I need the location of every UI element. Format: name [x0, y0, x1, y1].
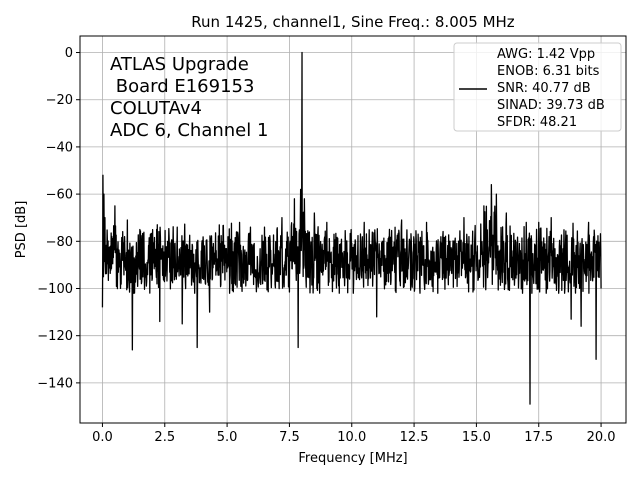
legend-awg: AWG: 1.42 Vpp [497, 47, 595, 62]
legend-box [453, 42, 622, 132]
x-axis-label: Frequency [MHz] [298, 451, 407, 466]
annotation-line-3: COLUTAv4 [110, 98, 202, 119]
y-tick-label: −120 [37, 329, 73, 344]
y-tick-label: −60 [46, 188, 73, 203]
plot-frame [79, 35, 627, 424]
annotation-line-1: ATLAS Upgrade [110, 54, 249, 75]
x-tick-label: 0.0 [92, 430, 113, 445]
annotation-block: ATLAS Upgrade Board E169153 COLUTAv4 ADC… [110, 54, 268, 141]
x-tick-label: 5.0 [217, 430, 238, 445]
y-axis-ticks: 0 −20 −40 −60 −80 −100 −120 −140 [37, 46, 80, 391]
y-tick-label: −80 [46, 235, 73, 250]
chart-title: Run 1425, channel1, Sine Freq.: 8.005 MH… [191, 13, 515, 31]
psd-series-line [101, 51, 602, 405]
legend-sfdr: SFDR: 48.21 [497, 115, 577, 130]
x-tick-label: 10.0 [337, 430, 366, 445]
x-tick-label: 12.5 [400, 430, 429, 445]
y-tick-label: 0 [65, 46, 73, 61]
x-tick-label: 20.0 [587, 430, 616, 445]
legend: AWG: 1.42 Vpp ENOB: 6.31 bits SNR: 40.77… [453, 42, 622, 132]
x-tick-label: 2.5 [154, 430, 175, 445]
legend-snr: SNR: 40.77 dB [497, 81, 591, 96]
x-tick-label: 15.0 [462, 430, 491, 445]
x-tick-label: 17.5 [524, 430, 553, 445]
y-tick-label: −40 [46, 140, 73, 155]
annotation-line-2: Board E169153 [110, 76, 254, 97]
annotation-line-4: ADC 6, Channel 1 [110, 120, 268, 141]
legend-enob: ENOB: 6.31 bits [497, 64, 600, 79]
y-tick-label: −20 [46, 93, 73, 108]
x-tick-label: 7.5 [279, 430, 300, 445]
y-axis-label: PSD [dB] [14, 201, 29, 259]
y-tick-label: −100 [37, 282, 73, 297]
x-axis-ticks: 0.0 2.5 5.0 7.5 10.0 12.5 15.0 17.5 20.0 [92, 423, 616, 445]
legend-sinad: SINAD: 39.73 dB [497, 98, 605, 113]
y-tick-label: −140 [37, 376, 73, 391]
